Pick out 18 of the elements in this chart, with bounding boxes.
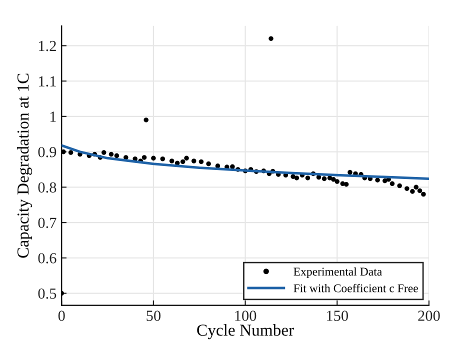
y-tick-label: 1.2 <box>39 40 56 52</box>
y-tick-label: 0.7 <box>38 218 56 228</box>
x-tick-label: 0 <box>58 310 65 321</box>
x-tick-label: 200 <box>418 310 440 321</box>
y-tick-label: 0.5 <box>38 288 56 299</box>
legend-label: Fit with Coefficient c Free <box>294 284 418 292</box>
y-tick-label: 0.6 <box>38 253 56 264</box>
y-tick-label: 0.8 <box>38 182 56 193</box>
line-series <box>62 144 429 180</box>
y-tick-label: 1 <box>50 112 56 122</box>
legend-label: Experimental Data <box>294 267 382 278</box>
y-tick-label: 1.1 <box>39 76 56 87</box>
y-tick-label: 0.9 <box>38 146 56 158</box>
x-tick-label: 150 <box>327 310 348 321</box>
y-axis-title: Capacity Degradation at 1C <box>16 74 32 258</box>
x-axis-title: Cycle Number <box>197 324 294 340</box>
x-tick-label: 50 <box>146 310 161 321</box>
x-tick-label: 100 <box>235 310 256 321</box>
